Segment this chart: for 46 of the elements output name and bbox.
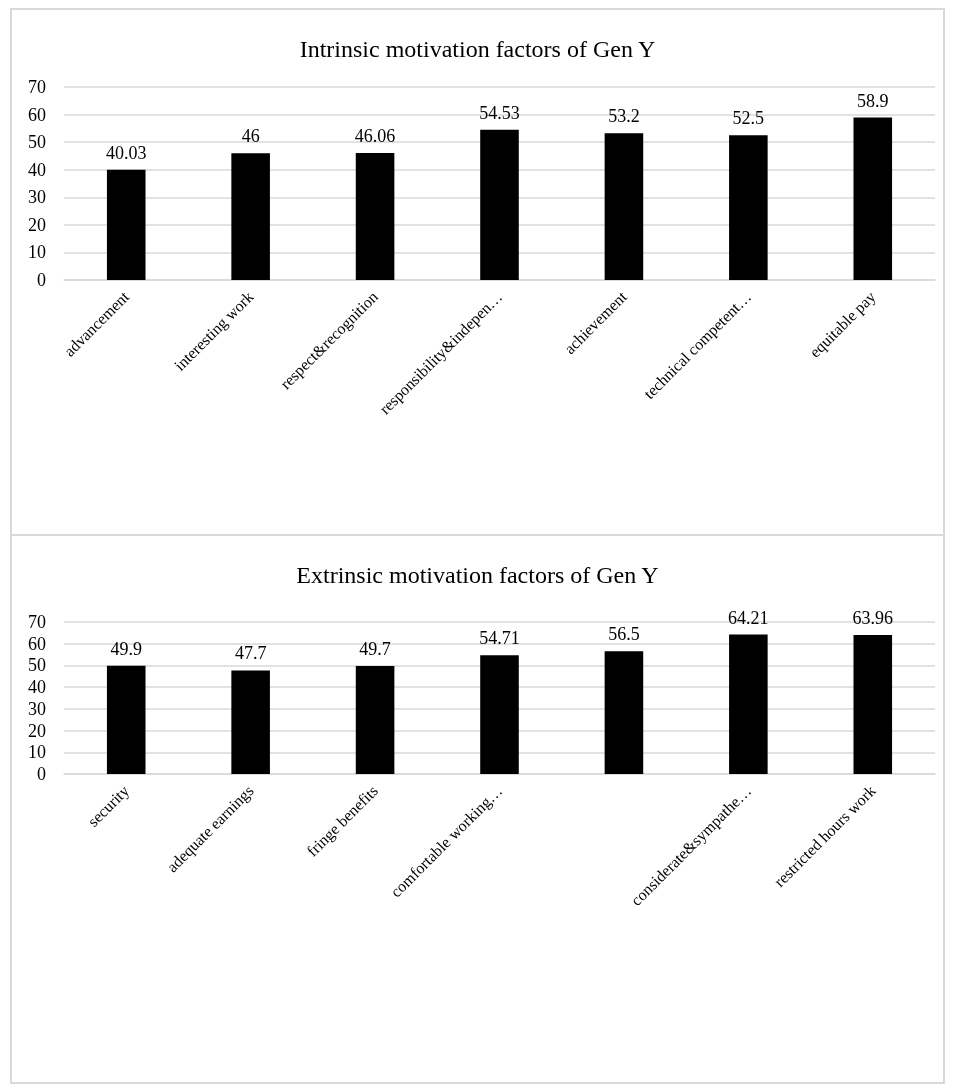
y-tick-label: 20 bbox=[28, 214, 46, 235]
data-label: 53.2 bbox=[608, 106, 640, 127]
data-label: 49.9 bbox=[110, 638, 142, 659]
y-tick-label: 30 bbox=[28, 187, 46, 208]
data-label: 56.5 bbox=[608, 624, 640, 645]
data-label: 64.21 bbox=[728, 607, 769, 628]
data-label: 46 bbox=[241, 126, 260, 147]
bar bbox=[604, 651, 644, 774]
bar bbox=[853, 117, 893, 280]
y-tick-label: 60 bbox=[28, 633, 46, 654]
data-label: 54.71 bbox=[479, 628, 520, 649]
y-tick-label: 0 bbox=[37, 270, 46, 290]
data-label: 40.03 bbox=[105, 142, 147, 163]
y-tick-label: 50 bbox=[28, 132, 46, 153]
bar bbox=[106, 665, 146, 774]
chart-title: Extrinsic motivation factors of Gen Y bbox=[296, 562, 659, 588]
y-tick-label: 70 bbox=[28, 77, 46, 97]
bar bbox=[355, 153, 395, 280]
bar bbox=[480, 129, 519, 280]
bar bbox=[729, 634, 768, 774]
y-tick-label: 30 bbox=[28, 698, 46, 719]
bar bbox=[106, 169, 146, 280]
y-tick-label: 20 bbox=[28, 720, 46, 741]
bar bbox=[480, 655, 519, 774]
y-tick-label: 50 bbox=[28, 655, 46, 676]
bar bbox=[231, 153, 270, 280]
y-tick-label: 10 bbox=[28, 242, 46, 263]
y-tick-label: 60 bbox=[28, 104, 46, 125]
data-label: 47.7 bbox=[234, 643, 267, 664]
data-label: 63.96 bbox=[852, 608, 894, 629]
data-label: 49.7 bbox=[359, 639, 391, 660]
y-tick-label: 40 bbox=[28, 159, 46, 180]
y-tick-label: 10 bbox=[28, 742, 46, 763]
y-tick-label: 70 bbox=[28, 612, 46, 632]
chart-title: Intrinsic motivation factors of Gen Y bbox=[299, 36, 656, 62]
y-tick-label: 40 bbox=[28, 677, 46, 698]
bar bbox=[729, 135, 768, 280]
data-label: 52.5 bbox=[732, 108, 765, 129]
bar bbox=[604, 133, 644, 280]
data-label: 58.9 bbox=[857, 90, 889, 111]
bar bbox=[853, 635, 893, 774]
data-label: 54.53 bbox=[479, 102, 520, 123]
bar bbox=[231, 670, 270, 774]
y-tick-label: 0 bbox=[37, 764, 46, 784]
bar bbox=[355, 666, 395, 774]
data-label: 46.06 bbox=[354, 126, 396, 147]
